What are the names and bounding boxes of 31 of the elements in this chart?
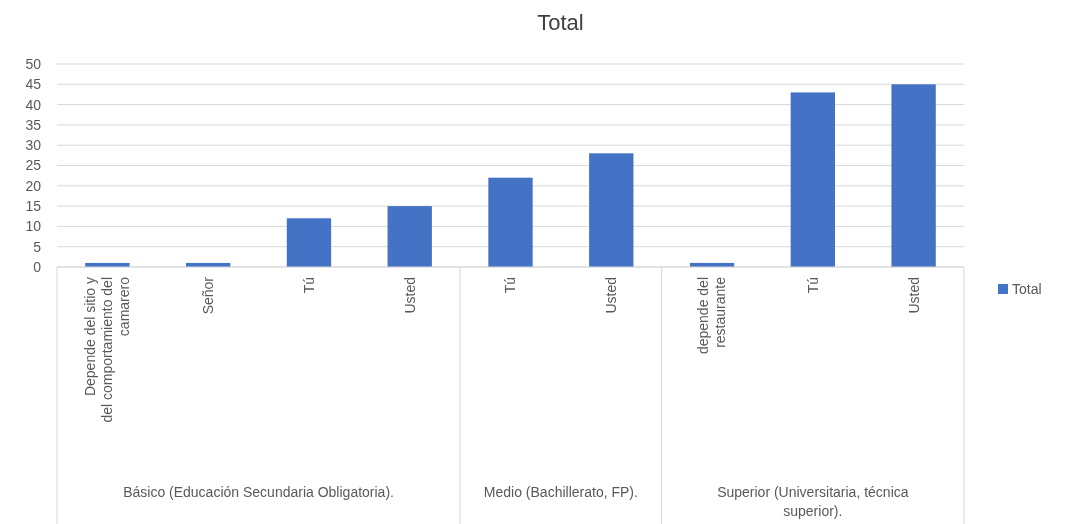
text: Medio (Bachillerato, FP). [483, 484, 638, 500]
x-tick-label: depende del restaurante [695, 276, 729, 355]
y-tick-label: 20 [25, 177, 42, 194]
x-tick-label: Usted [603, 277, 620, 314]
x-tick-label: Señor [200, 276, 217, 315]
chart-title: Total [537, 10, 584, 35]
x-tick-label: Tú [804, 277, 821, 294]
y-tick-label: 45 [25, 76, 42, 93]
y-tick-label: 10 [25, 218, 42, 235]
bar [790, 92, 835, 267]
x-tick-label: Tú [502, 277, 519, 294]
y-tick-label: 25 [25, 157, 42, 174]
legend-label: Total [1012, 280, 1042, 297]
text: Superior (Universitaria, técnica superior). [717, 484, 909, 519]
bar [286, 218, 332, 267]
x-tick-label: Depende del sitio y del comportamiento del camarero [82, 276, 133, 423]
x-tick-label: Usted [905, 277, 922, 314]
x-tick-label: Usted [401, 277, 418, 314]
y-tick-label: 15 [25, 198, 42, 214]
y-tick-label: 0 [33, 258, 42, 275]
y-tick-label: 35 [25, 116, 42, 133]
x-tick-label: Tú [300, 277, 317, 294]
y-tick-label: 50 [25, 55, 42, 72]
bar [488, 177, 533, 267]
y-tick-label: 40 [25, 96, 42, 113]
bar [891, 84, 936, 267]
y-tick-label: 30 [25, 137, 42, 154]
bar [589, 153, 634, 267]
y-tick-label: 5 [33, 238, 42, 255]
bar [387, 206, 432, 267]
text: Básico (Educación Secundaria Obligatoria). [123, 484, 394, 500]
